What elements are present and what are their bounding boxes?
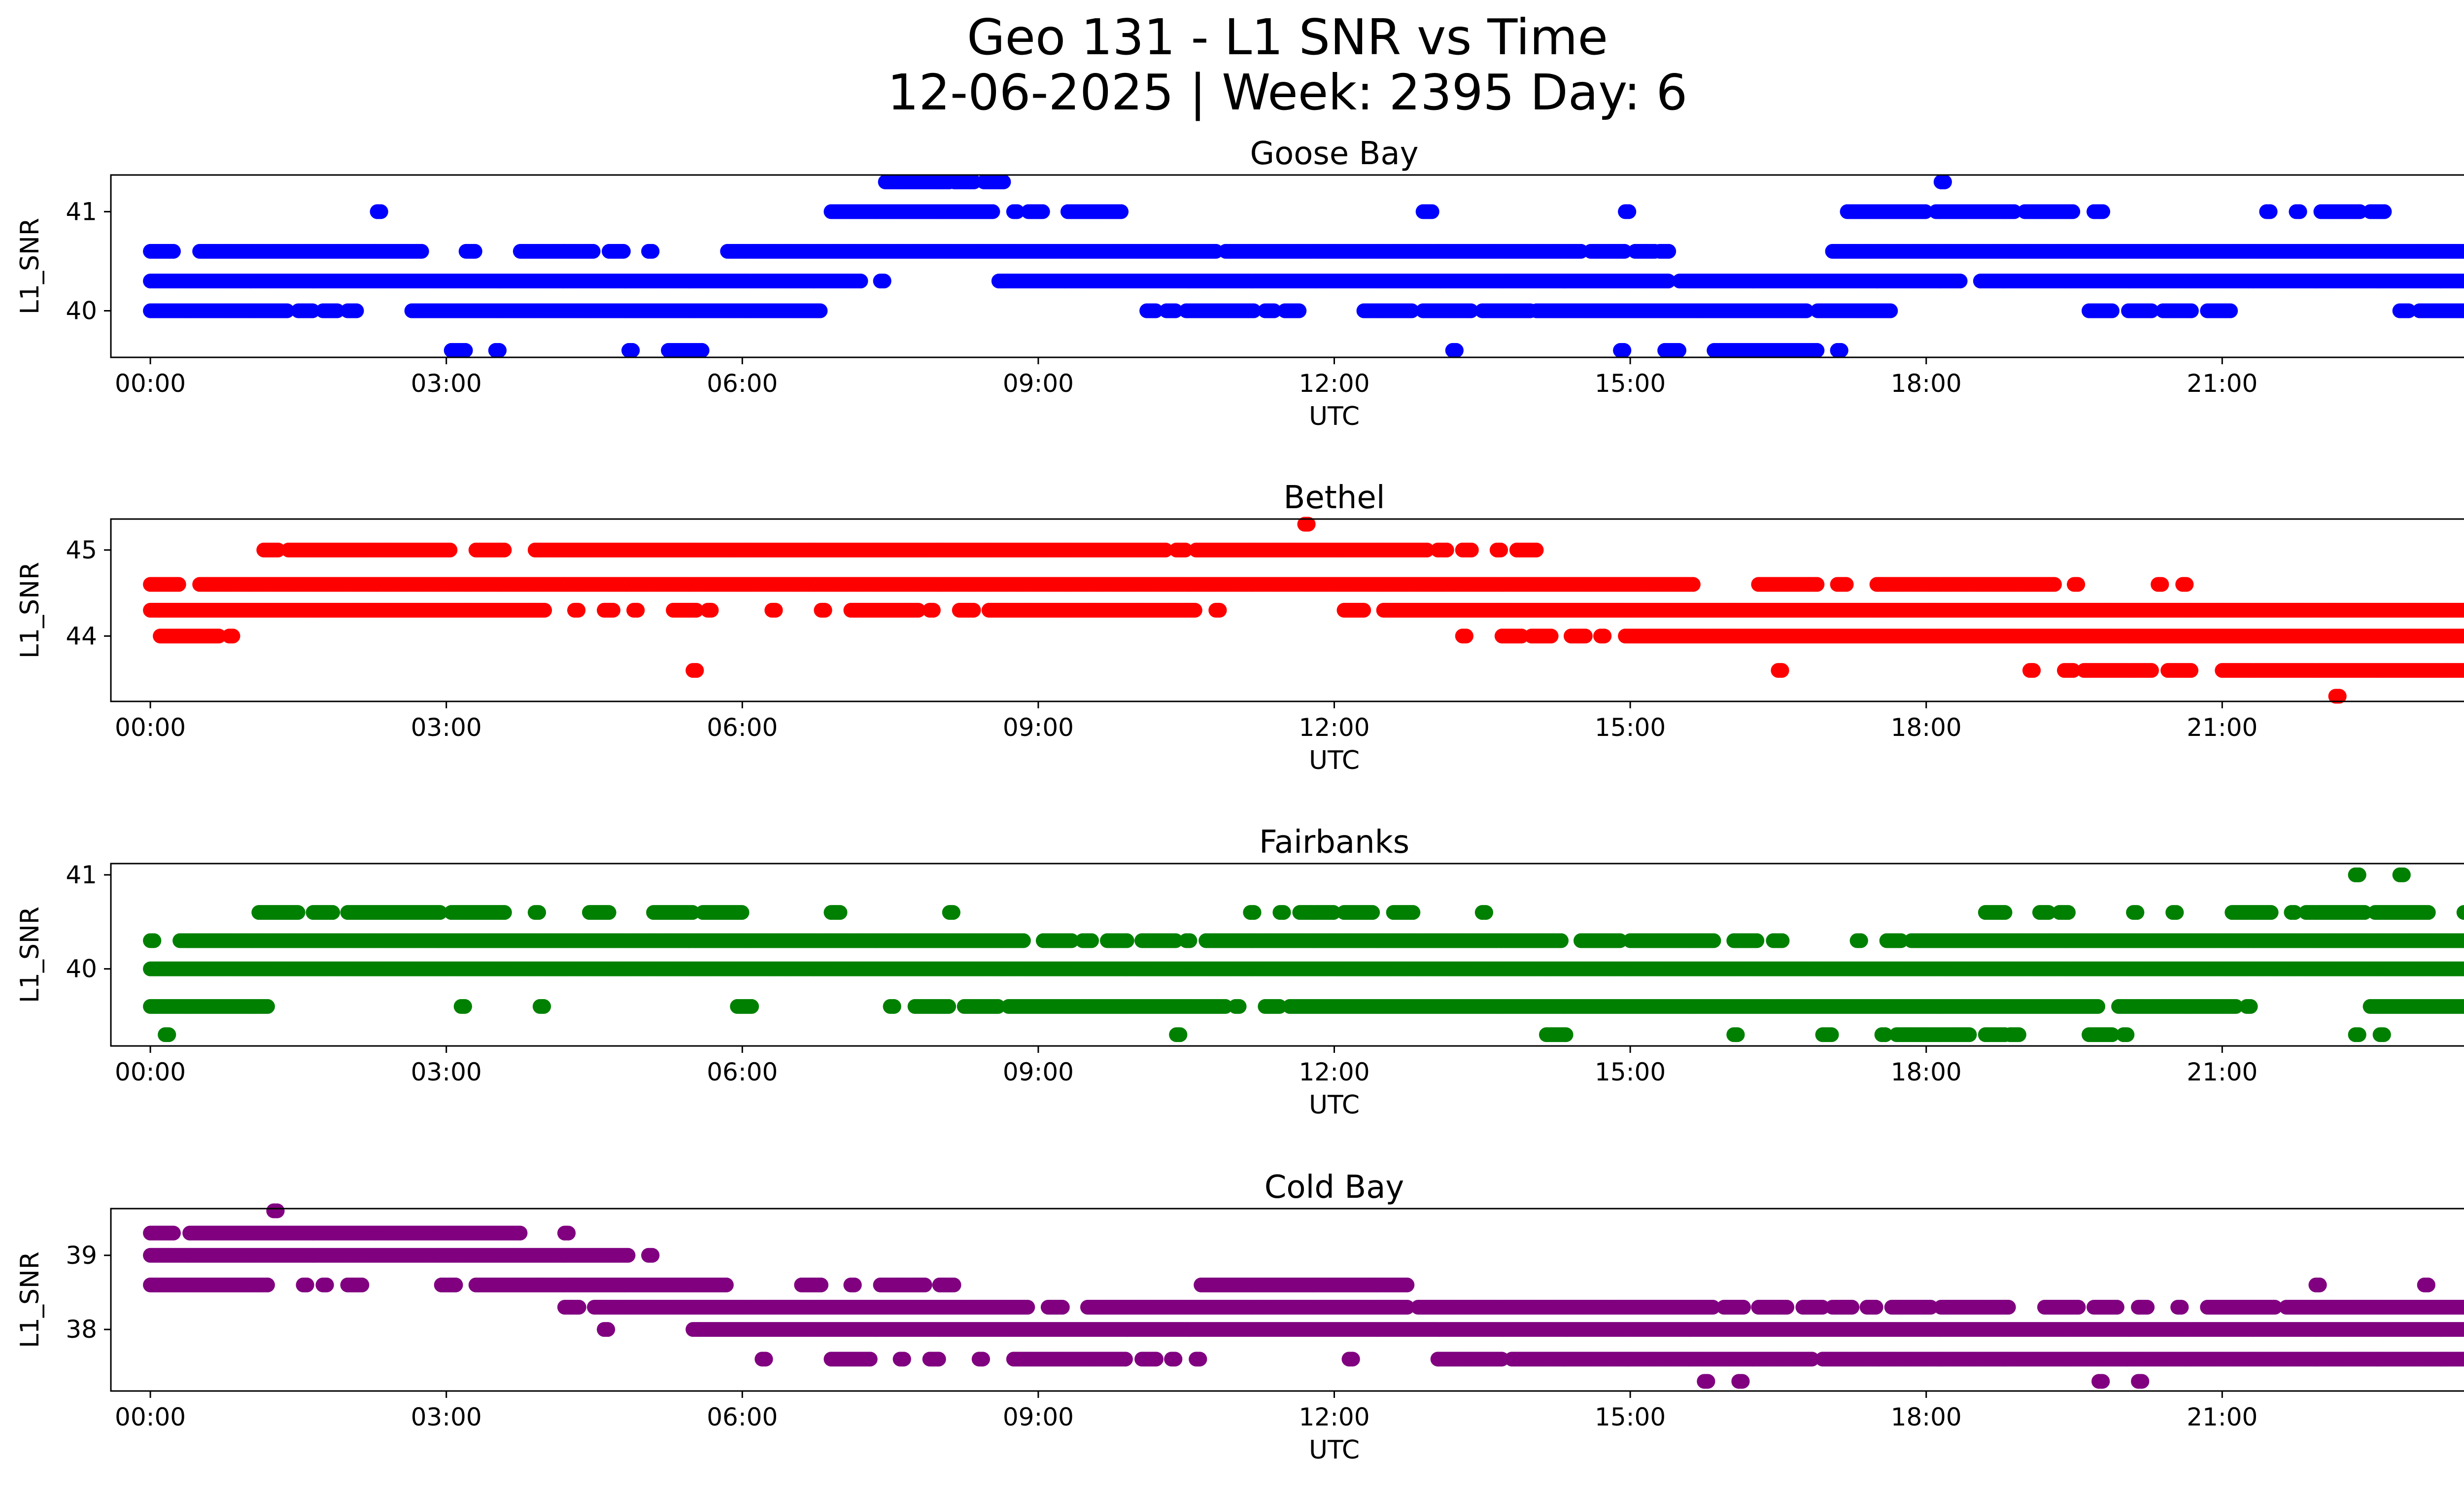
data-point — [2262, 204, 2278, 219]
x-tick-label: 18:00 — [1891, 369, 1962, 398]
data-point — [1246, 303, 1262, 318]
data-point — [1458, 628, 1473, 644]
data-point — [1616, 343, 1632, 358]
data-point — [166, 243, 181, 259]
data-point — [1356, 603, 1371, 618]
data-point — [305, 303, 320, 318]
y-tick-label: 41 — [66, 197, 97, 226]
data-point — [1833, 343, 1848, 358]
data-point — [1810, 343, 1825, 358]
data-point — [279, 303, 295, 318]
data-point — [349, 303, 364, 318]
data-point — [414, 243, 429, 259]
data-point — [768, 603, 783, 618]
y-tick-label: 40 — [66, 296, 97, 325]
data-point — [985, 204, 1000, 219]
data-point — [606, 603, 621, 618]
subplot-title: Goose Bay — [1250, 136, 1419, 172]
data-point — [694, 343, 710, 358]
data-point — [1597, 628, 1612, 644]
data-point — [876, 274, 891, 289]
data-point — [585, 243, 601, 259]
data-point — [1799, 303, 1814, 318]
data-point — [853, 274, 868, 289]
subplot-goose-bay: Goose Bay 00:00 03:00 06:00 09:00 12:00 15:00 1… — [15, 136, 2464, 431]
data-point — [1672, 343, 1687, 358]
data-point — [373, 204, 388, 219]
data-point — [2462, 305, 2464, 316]
data-point — [2184, 663, 2199, 678]
data-point — [2065, 204, 2081, 219]
data-point — [1661, 243, 1677, 259]
data-point — [645, 243, 660, 259]
data-point — [2223, 303, 2238, 318]
scatter-series — [143, 174, 2464, 358]
data-point — [630, 603, 645, 618]
data-point — [996, 174, 1011, 190]
data-point — [1114, 204, 1129, 219]
data-point — [537, 603, 552, 618]
subplot-title: Bethel — [1283, 480, 1385, 516]
data-point — [2377, 204, 2392, 219]
x-tick-label: 15:00 — [1595, 369, 1666, 398]
data-point — [2184, 303, 2199, 318]
data-point — [704, 603, 719, 618]
data-point — [458, 343, 473, 358]
y-axis-label: L1_SNR — [15, 218, 45, 314]
data-point — [1448, 343, 1464, 358]
data-point — [1168, 303, 1183, 318]
data-point — [2292, 204, 2307, 219]
data-point — [1621, 204, 1637, 219]
data-point — [925, 603, 941, 618]
data-point — [1292, 303, 1307, 318]
x-axis-label: UTC — [1309, 402, 1360, 431]
data-point — [689, 663, 704, 678]
data-point — [616, 243, 631, 259]
data-point — [1774, 663, 1789, 678]
data-point — [625, 343, 640, 358]
data-point — [2144, 303, 2159, 318]
data-point — [1463, 303, 1478, 318]
data-point — [813, 303, 828, 318]
data-point — [1424, 204, 1439, 219]
data-point — [2104, 303, 2120, 318]
data-point — [1577, 628, 1593, 644]
data-point — [330, 303, 345, 318]
x-tick-label: 12:00 — [1299, 369, 1369, 398]
data-point — [2401, 303, 2416, 318]
data-point — [2026, 663, 2041, 678]
data-point — [1543, 628, 1559, 644]
x-tick-label: 06:00 — [707, 369, 778, 398]
data-point — [1404, 303, 1419, 318]
data-point — [817, 603, 832, 618]
data-point — [2144, 663, 2159, 678]
data-point — [1883, 303, 1898, 318]
figure-title: Geo 131 - L1 SNR vs Time — [967, 8, 1608, 66]
x-tick-label: 21:00 — [2187, 369, 2258, 398]
data-point — [1187, 603, 1202, 618]
axes-frame — [110, 174, 2464, 358]
data-point — [491, 343, 507, 358]
data-point — [571, 603, 586, 618]
data-point — [1148, 303, 1164, 318]
x-tick-label: 03:00 — [411, 369, 482, 398]
data-point — [467, 243, 482, 259]
data-point — [1035, 204, 1050, 219]
data-point — [1937, 174, 1952, 190]
x-tick-label: 00:00 — [115, 369, 186, 398]
data-point — [225, 628, 240, 644]
scatter-series — [143, 517, 2464, 704]
data-point — [1212, 603, 1227, 618]
data-point — [1266, 303, 1282, 318]
x-tick-label: 09:00 — [1003, 369, 1074, 398]
data-point — [966, 603, 981, 618]
data-point — [1952, 274, 1968, 289]
data-point — [2095, 204, 2111, 219]
figure-subtitle: 12-06-2025 | Week: 2395 Day: 6 — [887, 64, 1688, 121]
